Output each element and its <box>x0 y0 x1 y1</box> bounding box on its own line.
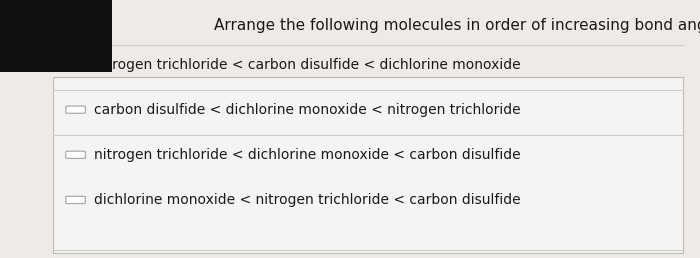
FancyBboxPatch shape <box>66 151 85 158</box>
FancyBboxPatch shape <box>66 61 85 68</box>
Text: dichlorine monoxide < nitrogen trichloride < carbon disulfide: dichlorine monoxide < nitrogen trichlori… <box>94 193 521 207</box>
Text: Arrange the following molecules in order of increasing bond angles.: Arrange the following molecules in order… <box>214 18 700 33</box>
Bar <box>52 77 682 253</box>
FancyBboxPatch shape <box>66 196 85 204</box>
FancyBboxPatch shape <box>66 106 85 113</box>
Text: nitrogen trichloride < carbon disulfide < dichlorine monoxide: nitrogen trichloride < carbon disulfide … <box>94 58 521 71</box>
Text: carbon disulfide < dichlorine monoxide < nitrogen trichloride: carbon disulfide < dichlorine monoxide <… <box>94 103 521 117</box>
Text: nitrogen trichloride < dichlorine monoxide < carbon disulfide: nitrogen trichloride < dichlorine monoxi… <box>94 148 521 162</box>
Bar <box>0 0 112 72</box>
